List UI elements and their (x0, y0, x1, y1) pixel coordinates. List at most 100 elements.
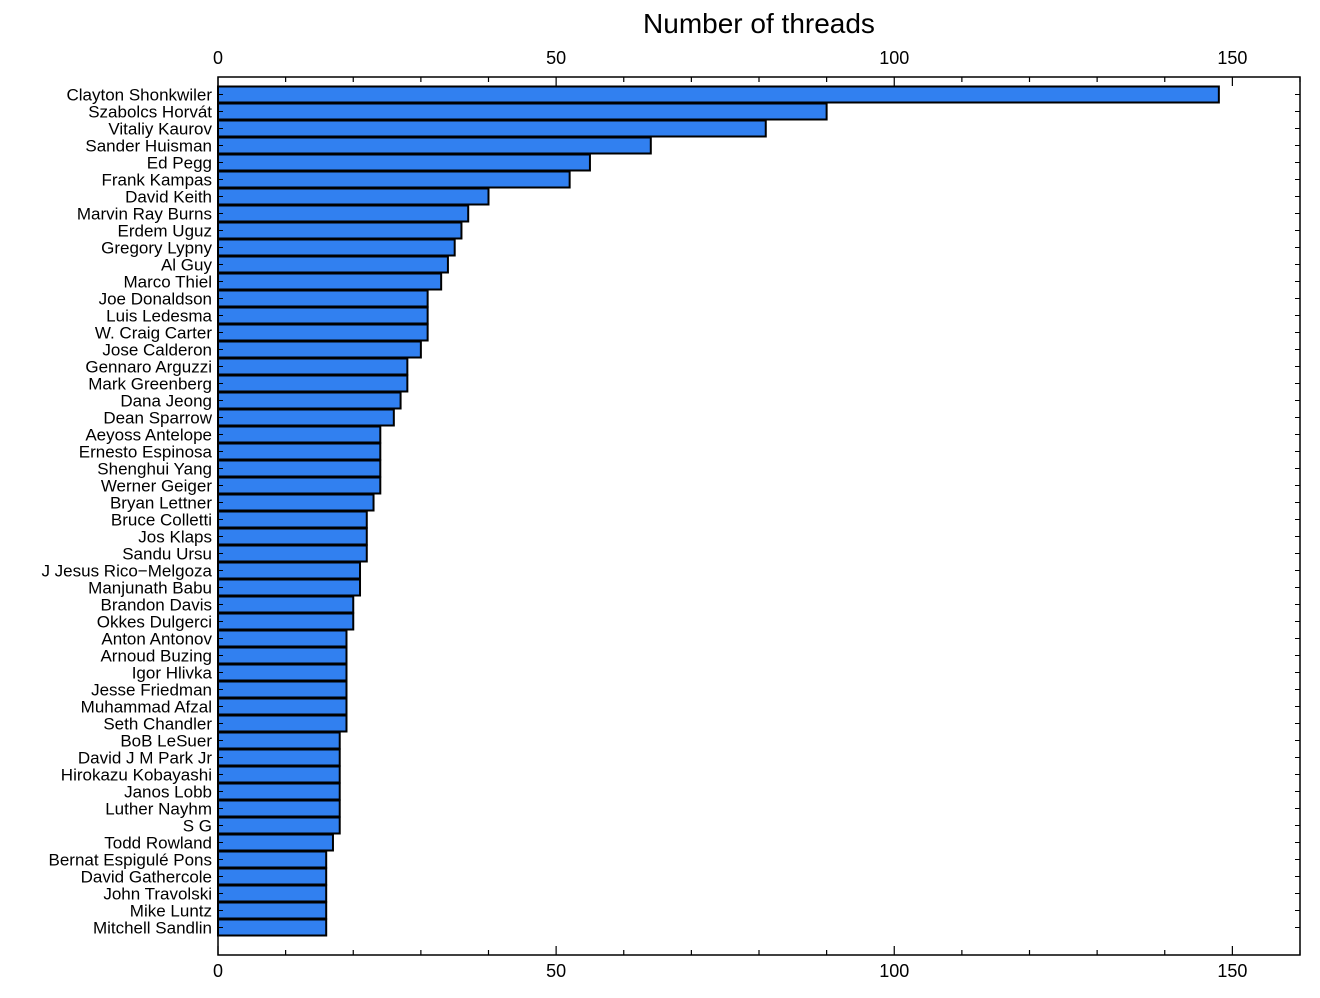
x-tick-label-top: 0 (213, 48, 223, 68)
bar (217, 476, 382, 495)
chart-title: Number of threads (643, 8, 875, 39)
category-label: Szabolcs Horvát (88, 103, 212, 122)
category-label: Aeyoss Antelope (85, 426, 212, 445)
category-label: Sander Huisman (85, 137, 212, 156)
category-label: Sandu Ursu (122, 545, 212, 564)
bar (217, 816, 341, 835)
category-label: Marco Thiel (124, 273, 213, 292)
category-label: Mitchell Sandlin (93, 919, 212, 938)
x-tick-label-bottom: 50 (546, 961, 566, 981)
bar (217, 595, 355, 614)
bars-group (217, 85, 1220, 937)
bar (217, 340, 422, 359)
category-label: Manjunath Babu (88, 579, 212, 598)
bar (217, 510, 368, 529)
bar (217, 680, 348, 699)
x-tick-label-top: 100 (879, 48, 909, 68)
category-label: Okkes Dulgerci (97, 613, 212, 632)
category-label: Luis Ledesma (106, 307, 212, 326)
bar (217, 153, 591, 172)
bar (217, 782, 341, 801)
category-label: Todd Rowland (104, 834, 212, 853)
bar (217, 102, 828, 121)
bar (217, 425, 382, 444)
category-label: Dean Sparrow (103, 409, 212, 428)
bar (217, 731, 341, 750)
bar (217, 901, 328, 920)
bar (217, 799, 341, 818)
category-label: Erdem Uguz (118, 222, 212, 241)
bar (217, 748, 341, 767)
category-label: Gennaro Arguzzi (85, 358, 212, 377)
x-tick-label-top: 150 (1217, 48, 1247, 68)
bar (217, 85, 1220, 104)
category-label: Seth Chandler (103, 715, 212, 734)
category-label: Jose Calderon (102, 341, 212, 360)
bar (217, 527, 368, 546)
x-tick-label-bottom: 100 (879, 961, 909, 981)
bar (217, 646, 348, 665)
category-label: Arnoud Buzing (100, 647, 212, 666)
bar (217, 408, 395, 427)
category-label: S G (183, 817, 212, 836)
bar (217, 714, 348, 733)
bar (217, 119, 767, 138)
category-label: Joe Donaldson (99, 290, 212, 309)
category-label: David Keith (125, 188, 212, 207)
category-label: Hirokazu Kobayashi (61, 766, 212, 785)
category-label: Muhammad Afzal (81, 698, 212, 717)
category-label: BoB LeSuer (120, 732, 212, 751)
category-label: Bruce Colletti (111, 511, 212, 530)
category-label: Frank Kampas (101, 171, 212, 190)
bar (217, 187, 490, 206)
x-tick-label-bottom: 150 (1217, 961, 1247, 981)
category-label: Al Guy (161, 256, 213, 275)
axis-ticks: 0 0 50 50 100 100 150 150 (213, 48, 1301, 981)
bar (217, 306, 429, 325)
category-label: Werner Geiger (101, 477, 213, 496)
category-label: Ed Pegg (147, 154, 212, 173)
bar (217, 918, 328, 937)
bar (217, 289, 429, 308)
bar (217, 493, 375, 512)
category-label: Shenghui Yang (97, 460, 212, 479)
category-label: Igor Hlivka (132, 664, 213, 683)
bar (217, 255, 449, 274)
category-label: Luther Nayhm (105, 800, 212, 819)
category-label: Gregory Lypny (101, 239, 212, 258)
bar (217, 765, 341, 784)
category-label: John Travolski (103, 885, 212, 904)
category-label: Ernesto Espinosa (79, 443, 213, 462)
category-label: Vitaliy Kaurov (108, 120, 212, 139)
bar (217, 391, 402, 410)
bar (217, 697, 348, 716)
bar (217, 442, 382, 461)
x-tick-label-bottom: 0 (213, 961, 223, 981)
bar (217, 272, 443, 291)
bar (217, 833, 334, 852)
category-label: J Jesus Rico−Melgoza (41, 562, 212, 581)
bar (217, 561, 362, 580)
bar (217, 204, 470, 223)
category-label: W. Craig Carter (95, 324, 212, 343)
bar (217, 612, 355, 631)
bar (217, 629, 348, 648)
category-label: Mark Greenberg (88, 375, 212, 394)
bar (217, 136, 652, 155)
bar (217, 578, 362, 597)
plot-frame (217, 76, 1301, 956)
category-label: Brandon Davis (100, 596, 212, 615)
bar (217, 374, 409, 393)
category-label: David J M Park Jr (78, 749, 212, 768)
bar (217, 357, 409, 376)
bar (217, 221, 463, 240)
category-label: Anton Antonov (101, 630, 212, 649)
category-label: David Gathercole (81, 868, 212, 887)
category-label: Dana Jeong (120, 392, 212, 411)
category-label: Jesse Friedman (91, 681, 212, 700)
bar (217, 323, 429, 342)
bar (217, 459, 382, 478)
category-label: Janos Lobb (124, 783, 212, 802)
category-label: Jos Klaps (138, 528, 212, 547)
